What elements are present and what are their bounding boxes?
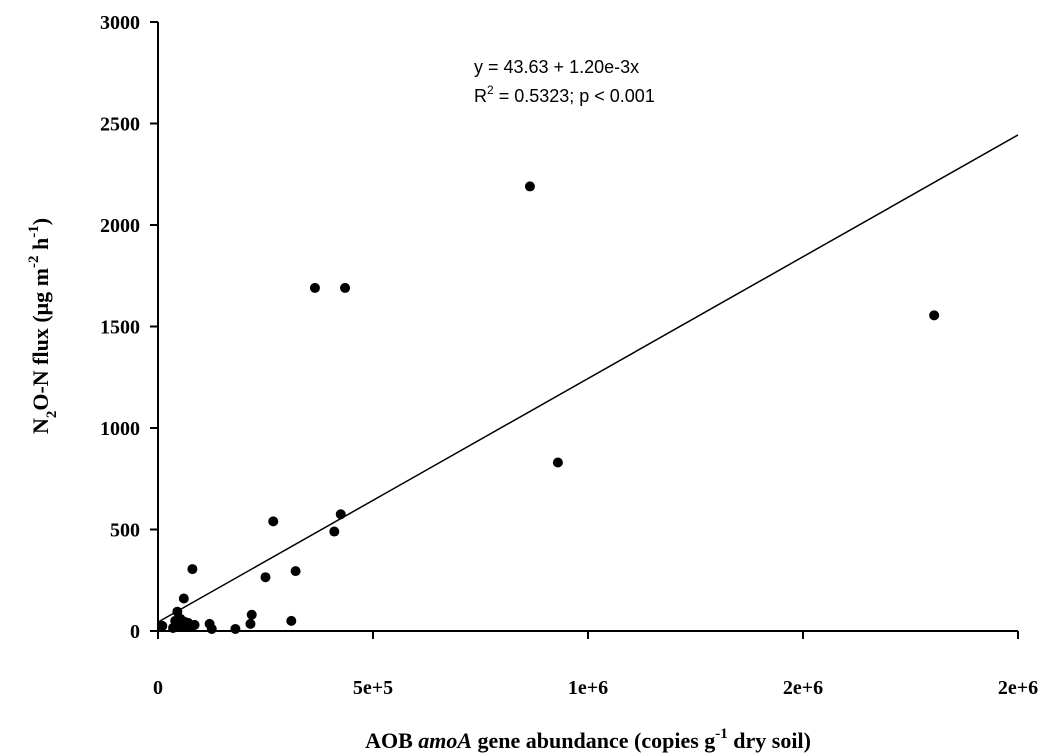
- data-point: [929, 310, 940, 321]
- data-point: [290, 566, 301, 577]
- data-point: [246, 609, 257, 620]
- equation-label: y = 43.63 + 1.20e-3x: [474, 57, 639, 77]
- data-point: [230, 623, 241, 634]
- y-tick-label: 1500: [100, 317, 140, 339]
- y-tick-label: 0: [130, 621, 140, 643]
- x-tick-label: 5e+5: [353, 677, 393, 699]
- x-tick-label: 2e+6: [783, 677, 823, 699]
- data-point: [309, 282, 320, 293]
- x-tick-label: 2e+6: [998, 677, 1038, 699]
- y-tick-label: 1000: [100, 418, 140, 440]
- data-point: [340, 282, 351, 293]
- data-point: [245, 618, 256, 629]
- data-point: [286, 615, 297, 626]
- axes: [157, 22, 1018, 632]
- data-point: [268, 516, 279, 527]
- y-tick-label: 2500: [100, 114, 140, 136]
- x-axis-title: AOB amoA gene abundance (copies g-1 dry …: [365, 726, 811, 753]
- data-point: [260, 572, 271, 583]
- y-tick-label: 3000: [100, 12, 140, 34]
- data-point: [178, 593, 189, 604]
- data-point: [157, 620, 168, 631]
- data-point: [335, 509, 346, 520]
- x-tick-label: 1e+6: [568, 677, 608, 699]
- data-points: [157, 181, 940, 634]
- y-tick-label: 500: [110, 520, 140, 542]
- y-tick-label: 2000: [100, 215, 140, 237]
- y-axis-title: N2O-N flux (μg m-2 h-1): [26, 218, 60, 434]
- ticks: 0 500 1000 1500 2000 2500 3000 0 5e+5 1e+6 2e+6 2e+…: [100, 12, 1038, 699]
- regression-line: [157, 134, 1019, 623]
- data-point: [552, 457, 563, 468]
- data-point: [187, 564, 198, 575]
- regression-line-group: [157, 134, 1019, 623]
- data-point: [329, 526, 340, 537]
- r-squared-label: R2 = 0.5323; p < 0.001: [474, 83, 655, 106]
- data-point: [206, 623, 217, 634]
- x-tick-label: 0: [153, 677, 163, 699]
- data-point: [524, 181, 535, 192]
- data-point: [189, 619, 200, 630]
